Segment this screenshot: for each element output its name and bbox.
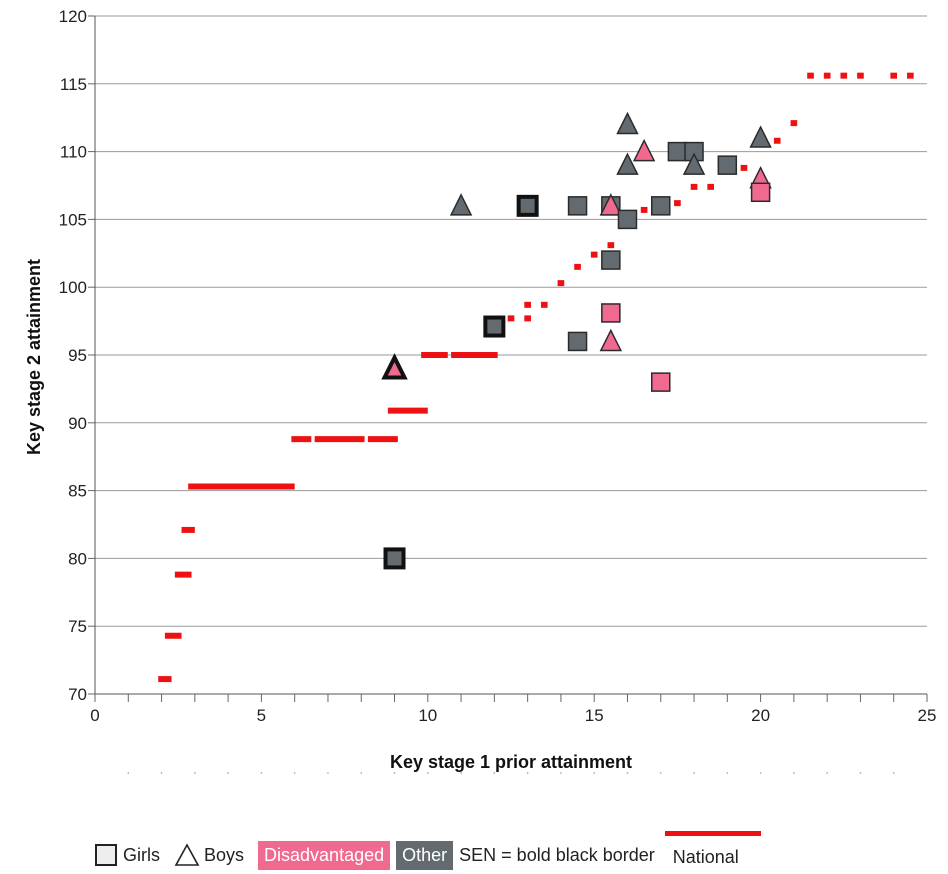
boy-point [449, 193, 473, 216]
decor-dot [659, 772, 662, 774]
triangle-icon [174, 843, 200, 866]
decor-dot [460, 772, 462, 774]
decor-dot [560, 772, 562, 774]
decor-dot [393, 772, 396, 774]
x-tick-label: 10 [418, 706, 437, 725]
decor-dot [293, 772, 296, 774]
girl-point [651, 372, 671, 392]
decor-dot [526, 772, 529, 774]
decor-dot [127, 772, 130, 774]
y-tick-label: 115 [60, 75, 87, 94]
decor-dot [427, 772, 429, 774]
boy-point [616, 111, 639, 135]
decor-dot [859, 772, 862, 774]
girl-point [601, 303, 621, 323]
x-tick-label: 20 [751, 706, 770, 725]
decor-dot [227, 772, 229, 774]
legend: Girls Boys Disadvantaged Other SEN = bol… [95, 830, 761, 872]
girl-point [651, 196, 671, 216]
girl-point [717, 155, 738, 175]
legend-girls-label: Girls [123, 844, 160, 865]
girl-point [667, 141, 688, 162]
boy-point [599, 193, 623, 216]
y-tick-label: 90 [68, 414, 87, 433]
legend-other: Other [396, 840, 454, 870]
girl-point [750, 182, 771, 203]
girl-point [617, 209, 638, 230]
y-tick-label: 80 [68, 549, 87, 568]
boy-point [381, 353, 408, 380]
y-tick-label: 85 [68, 482, 87, 501]
boy-point [632, 138, 656, 162]
x-tick-label: 0 [90, 706, 99, 725]
decor-dot [327, 772, 329, 774]
decor-dot [626, 772, 629, 774]
legend-boys: Boys [174, 843, 244, 867]
scatter-chart: 70 75 80 85 90 95 100 105 110 115 120 0 5 10 15 20 25 Ke… [24, 7, 937, 774]
decor-dot [726, 772, 729, 774]
y-tick-label: 70 [68, 685, 87, 704]
y-tick-label: 105 [59, 210, 87, 229]
girl-point [383, 547, 406, 570]
legend-girls: Girls [95, 844, 160, 866]
legend-national-label: National [672, 846, 739, 867]
y-tick-label: 100 [59, 278, 87, 297]
girl-point [516, 194, 539, 217]
y-axis-title: Key stage 2 attainment [24, 259, 44, 455]
decorative-dots [127, 772, 895, 774]
decor-dot [360, 772, 363, 774]
boy-point [599, 328, 623, 352]
pupil-points [381, 111, 772, 570]
x-axis-title: Key stage 1 prior attainment [390, 752, 632, 772]
decor-dot [693, 772, 695, 774]
decor-dot [194, 772, 196, 774]
y-tick-label: 110 [60, 143, 87, 162]
girl-point [483, 315, 506, 338]
boy-point [749, 125, 772, 148]
national-series [158, 72, 914, 683]
girl-point [567, 196, 588, 216]
girl-point [601, 250, 621, 270]
decor-dot [759, 772, 762, 774]
legend-national: National [664, 830, 761, 868]
legend-sen: SEN = bold black border [459, 844, 655, 865]
y-tick-label: 75 [68, 617, 87, 636]
axes [88, 15, 928, 702]
decor-dot [793, 772, 795, 774]
decor-dot [892, 772, 895, 774]
tick-labels: 70 75 80 85 90 95 100 105 110 115 120 0 5 10 15 20 25 [59, 7, 937, 725]
x-tick-label: 5 [257, 706, 266, 725]
decor-dot [593, 772, 595, 774]
legend-disadvantaged: Disadvantaged [258, 840, 391, 870]
x-tick-label: 25 [918, 706, 937, 725]
national-line-swatch [664, 830, 761, 836]
decor-dot [826, 772, 828, 774]
y-tick-label: 95 [68, 346, 87, 365]
girl-point [567, 331, 588, 352]
decor-dot [493, 772, 496, 774]
boy-point [616, 152, 639, 175]
legend-boys-label: Boys [204, 844, 245, 865]
decor-dot [160, 772, 163, 774]
decor-dot [260, 772, 263, 774]
y-tick-label: 120 [59, 7, 87, 26]
boy-point [682, 152, 706, 175]
x-tick-label: 15 [585, 706, 604, 725]
square-icon [95, 844, 117, 866]
grid-lines [95, 15, 927, 627]
